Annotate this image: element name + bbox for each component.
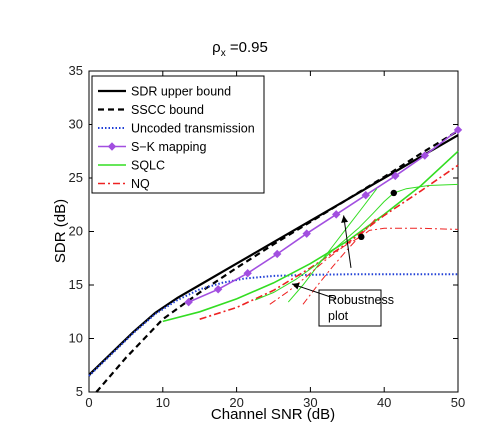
annotation-arrow-line xyxy=(343,215,352,268)
annotation-arrow-line xyxy=(291,283,337,300)
x-axis-label: Channel SNR (dB) xyxy=(211,406,335,423)
legend-label-s-k-mapping: S−K mapping xyxy=(131,140,206,154)
series-line-s-k-mapping xyxy=(188,129,459,303)
y-axis-label: SDR (dB) xyxy=(52,199,69,263)
legend-label-nq: NQ xyxy=(131,177,150,191)
annotation-arrow-head xyxy=(341,215,349,223)
annotation-line2: plot xyxy=(328,309,349,323)
legend-label-sqlc: SQLC xyxy=(131,159,165,173)
annotation-arrows xyxy=(291,215,352,300)
series-marker-s-k-mapping xyxy=(332,210,341,219)
annotation-line1: Robustness xyxy=(328,293,394,307)
robustness-curve xyxy=(254,183,459,301)
series-marker-s-k-mapping xyxy=(420,151,429,160)
y-tick-label: 5 xyxy=(76,384,83,399)
series-line-nq xyxy=(199,164,459,320)
y-tick-label: 30 xyxy=(69,117,83,132)
x-tick-label: 20 xyxy=(229,395,243,410)
robustness-curve xyxy=(302,217,378,305)
annotation-arrow-head xyxy=(291,282,300,290)
series-marker-s-k-mapping xyxy=(243,269,252,278)
series-layer xyxy=(88,125,463,393)
y-tick-label: 10 xyxy=(69,331,83,346)
x-tick-label: 40 xyxy=(377,395,391,410)
chart-title: ρx =0.95 xyxy=(212,39,268,59)
legend-frame xyxy=(91,75,265,194)
series-marker-s-k-mapping xyxy=(184,297,193,307)
legend-label-sdr-upper-bound: SDR upper bound xyxy=(131,85,231,99)
legend-label-uncoded-transmission: Uncoded transmission xyxy=(131,122,255,136)
series-marker-s-k-mapping xyxy=(213,285,223,294)
x-tick-label: 50 xyxy=(451,395,465,410)
axis-ticks: 0 10 20 30 40 50 5 10 15 20 25 30 35 xyxy=(69,63,466,410)
y-tick-label: 25 xyxy=(69,170,83,185)
legend-label-sscc-bound: SSCC bound xyxy=(131,103,204,117)
series-marker-s-k-mapping xyxy=(302,229,311,238)
x-tick-label: 30 xyxy=(303,395,317,410)
svg-text:ρx =0.95: ρx =0.95 xyxy=(212,39,268,59)
legend: SDR upper bound SSCC bound Uncoded transmi… xyxy=(91,75,265,194)
annotation-frame xyxy=(318,289,382,327)
title-subscript: x xyxy=(221,48,226,59)
robustness-curve xyxy=(287,188,378,303)
points-layer xyxy=(358,189,397,241)
annotation-box: Robustness plot xyxy=(318,289,394,327)
y-tick-label: 35 xyxy=(69,63,83,78)
legend-entries: SDR upper bound SSCC bound Uncoded transmi… xyxy=(98,85,255,191)
x-tick-label: 10 xyxy=(156,395,170,410)
x-tick-label: 0 xyxy=(85,395,92,410)
series-marker-s-k-mapping xyxy=(453,125,463,135)
y-tick-label: 20 xyxy=(69,224,83,239)
title-value: =0.95 xyxy=(226,39,268,56)
y-tick-label: 15 xyxy=(69,277,83,292)
series-marker-s-k-mapping xyxy=(361,190,370,200)
legend-marker-s-k-mapping xyxy=(107,142,117,151)
series-line-sscc-bound xyxy=(95,129,459,393)
series-marker-s-k-mapping xyxy=(391,171,400,181)
operating-point xyxy=(390,189,397,197)
series-marker-s-k-mapping xyxy=(272,249,282,259)
title-rho: ρ xyxy=(212,39,221,56)
series-line-sqlc xyxy=(162,150,459,323)
operating-point xyxy=(358,233,365,241)
